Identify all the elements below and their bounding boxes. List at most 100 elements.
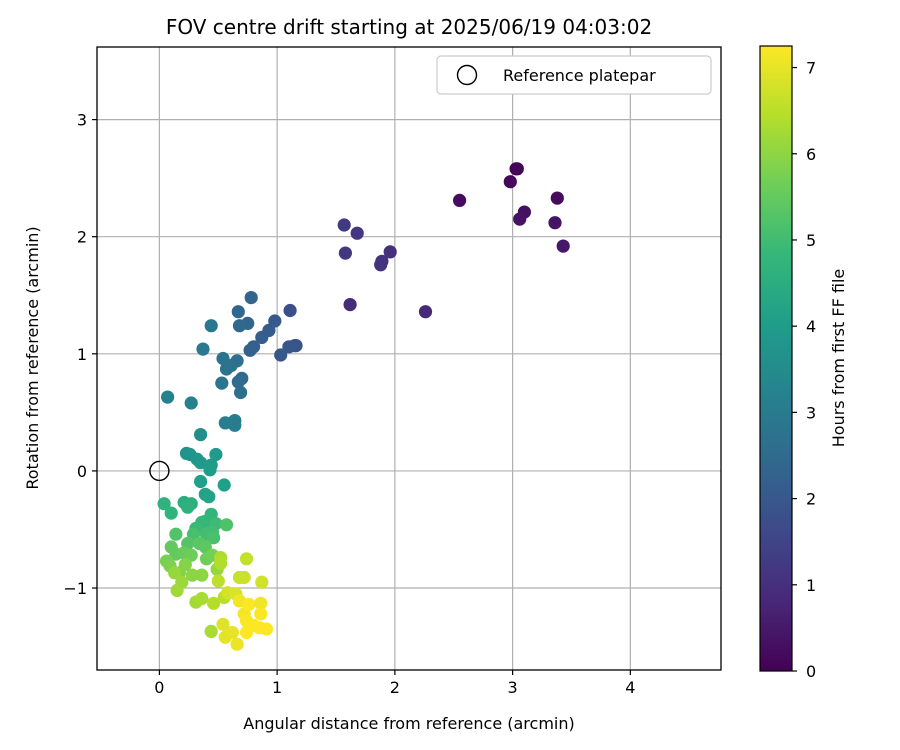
data-point [244, 291, 258, 305]
plot-frame [96, 46, 722, 671]
data-point [239, 552, 254, 566]
colorbar-tick-label: 3 [806, 403, 816, 422]
data-point [268, 314, 282, 328]
data-point [217, 478, 231, 492]
data-point [170, 583, 184, 598]
data-point [195, 568, 209, 582]
data-point [231, 375, 245, 389]
data-point [225, 625, 239, 640]
data-points [157, 162, 570, 651]
y-axis-label: Rotation from reference (arcmin) [23, 226, 42, 489]
data-point [207, 596, 221, 610]
data-point [243, 343, 257, 357]
colorbar-gradient [760, 46, 792, 671]
data-point [157, 497, 171, 511]
data-point [374, 258, 388, 272]
colorbar-tick-label: 7 [806, 59, 816, 78]
data-point [234, 385, 248, 400]
legend-label: Reference platepar [503, 66, 656, 85]
x-tick-label: 2 [390, 678, 400, 697]
data-point [503, 175, 517, 189]
x-tick-label: 1 [272, 678, 282, 697]
data-point [178, 558, 192, 572]
data-point [185, 568, 199, 582]
data-point [550, 191, 564, 205]
data-point [168, 566, 182, 580]
colorbar-tick-label: 1 [806, 576, 816, 595]
colorbar-tick-label: 5 [806, 231, 816, 250]
legend: Reference platepar [436, 55, 712, 95]
colorbar-tick-label: 4 [806, 317, 816, 336]
x-tick-label: 4 [625, 678, 635, 697]
y-tick-label: 2 [77, 228, 87, 247]
data-point [337, 218, 351, 232]
data-point [203, 463, 217, 477]
x-axis-ticks: 0 1 2 3 4 [154, 670, 635, 697]
data-point [509, 162, 523, 176]
data-point [259, 622, 274, 636]
data-point [274, 348, 288, 362]
data-point [164, 506, 178, 520]
colorbar-tick-label: 6 [806, 145, 816, 164]
x-axis-label: Angular distance from reference (arcmin) [243, 714, 574, 733]
data-point [219, 362, 234, 376]
data-point [196, 342, 210, 356]
grid-lines [97, 47, 721, 670]
data-point [184, 548, 198, 562]
data-point [204, 319, 218, 333]
data-point [169, 527, 183, 541]
data-point [556, 239, 570, 253]
data-point [283, 303, 297, 318]
x-tick-label: 0 [154, 678, 164, 697]
data-point [239, 625, 254, 640]
data-point [232, 319, 247, 333]
data-point [254, 607, 268, 621]
data-point [513, 212, 527, 226]
data-point [209, 447, 223, 462]
colorbar-ticks: 0 1 2 3 4 5 6 7 [792, 59, 816, 681]
data-point [255, 575, 269, 589]
data-point [195, 592, 209, 606]
colorbar-label: Hours from first FF file [829, 269, 848, 448]
chart-title: FOV centre drift starting at 2025/06/19 … [166, 15, 652, 39]
data-point [215, 376, 229, 390]
y-tick-label: 1 [77, 345, 87, 364]
data-point [343, 298, 357, 312]
data-point [181, 500, 195, 514]
data-point [161, 390, 175, 404]
reference-marker [149, 460, 170, 482]
data-point [214, 556, 228, 571]
data-point [255, 330, 269, 344]
data-point [254, 596, 268, 610]
colorbar-tick-label: 2 [806, 490, 816, 509]
y-tick-label: 3 [77, 111, 87, 130]
data-point [242, 597, 256, 612]
data-point [282, 340, 296, 354]
data-point [453, 193, 467, 207]
colorbar: 0 1 2 3 4 5 6 7 Hours from first FF file [759, 45, 848, 681]
data-point [219, 518, 234, 532]
data-point [230, 637, 244, 651]
data-point [218, 416, 232, 430]
data-point [350, 226, 364, 240]
data-point [216, 617, 230, 631]
data-point [383, 245, 397, 259]
data-point [211, 574, 225, 588]
x-tick-label: 3 [508, 678, 518, 697]
data-point [338, 246, 352, 260]
data-point [237, 570, 251, 585]
data-point [184, 396, 198, 410]
data-point [548, 216, 562, 230]
data-point [207, 531, 221, 545]
y-axis-ticks: −1 0 1 2 3 [63, 111, 97, 598]
y-tick-label: 0 [77, 462, 87, 481]
colorbar-tick-label: 0 [806, 662, 816, 681]
legend-box [436, 55, 712, 95]
colorbar-frame [759, 45, 793, 672]
y-tick-label: −1 [63, 579, 87, 598]
data-point [194, 474, 208, 489]
data-point [194, 456, 208, 470]
data-point [194, 428, 208, 442]
data-point [202, 490, 216, 504]
